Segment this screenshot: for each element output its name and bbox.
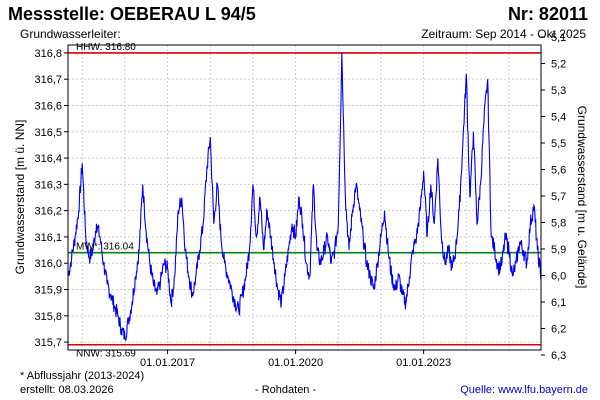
aquifer-label: Grundwasserleiter: — [20, 27, 121, 41]
y2-tick-label: 5,5 — [551, 138, 566, 150]
rawdata-label: - Rohdaten - — [255, 384, 317, 396]
y-tick-label: 316,3 — [34, 179, 62, 191]
y2-tick-label: 6,1 — [551, 297, 566, 309]
x-tick-label: 01.01.2020 — [268, 357, 323, 369]
reference-lines — [68, 52, 541, 346]
footnote: * Abflussjahr (2013-2024) — [20, 370, 145, 382]
y2-tick-label: 5,6 — [551, 165, 566, 177]
series-line-groundwater — [67, 52, 542, 341]
reference-label-mw: MW*: 316.04 — [76, 242, 134, 253]
y-tick-label: 316,5 — [34, 127, 62, 139]
y-tick-label: 316,1 — [34, 232, 62, 244]
y2-tick-label: 6,3 — [551, 350, 566, 362]
created-date: erstellt: 08.03.2026 — [20, 384, 114, 396]
y2-tick-label: 6,0 — [551, 271, 566, 283]
station-number: Nr: 82011 — [507, 4, 588, 24]
page-title: Messstelle: OEBERAU L 94/5 — [8, 4, 256, 24]
y2-tick-label: 5,3 — [551, 85, 566, 97]
y2-axis-label: Grundwasserstand [m u. Gelände] — [575, 106, 589, 289]
grid — [68, 45, 541, 350]
x-tick-label: 01.01.2017 — [140, 357, 195, 369]
y-tick-label: 316,2 — [34, 206, 62, 218]
source-link[interactable]: Quelle: www.lfu.bayern.de — [460, 384, 588, 396]
y-tick-label: 316,6 — [34, 100, 62, 112]
reference-labels: HHW: 316.80 MW*: 316.04 NNW: 315.69 — [76, 42, 136, 360]
y2-tick-label: 5,1 — [551, 32, 566, 44]
y-tick-label: 315,9 — [34, 285, 62, 297]
y-tick-label: 315,8 — [34, 311, 62, 323]
y-axis-label: Grundwasserstand [m ü. NN] — [13, 120, 27, 275]
y2-tick-label: 5,9 — [551, 244, 566, 256]
y2-tick-label: 5,4 — [551, 112, 566, 124]
y2-axis-ticks: 6,3 6,2 6,1 6,0 5,9 5,8 5,7 5,6 5,5 5,4 5,3 5,2 5,1 — [541, 32, 566, 362]
y2-tick-label: 5,8 — [551, 218, 566, 230]
x-tick-label: 01.01.2023 — [396, 357, 451, 369]
y2-tick-label: 5,7 — [551, 191, 566, 203]
reference-label-hhw: HHW: 316.80 — [76, 42, 136, 53]
y-axis-ticks: 315,7 315,8 315,9 316,0 316,1 316,2 316,3 316,4… — [34, 48, 68, 349]
plot-frame — [67, 44, 542, 351]
y2-tick-label: 5,2 — [551, 59, 566, 71]
y-tick-label: 316,7 — [34, 74, 62, 86]
y-tick-label: 315,7 — [34, 337, 62, 349]
x-axis-ticks: 01.01.2017 01.01.2020 01.01.2023 — [140, 350, 451, 369]
y-tick-label: 316,8 — [34, 48, 62, 60]
y-tick-label: 316,4 — [34, 153, 62, 165]
y2-tick-label: 6,2 — [551, 324, 566, 336]
y-tick-label: 316,0 — [34, 258, 62, 270]
reference-label-nnw: NNW: 315.69 — [76, 349, 136, 360]
